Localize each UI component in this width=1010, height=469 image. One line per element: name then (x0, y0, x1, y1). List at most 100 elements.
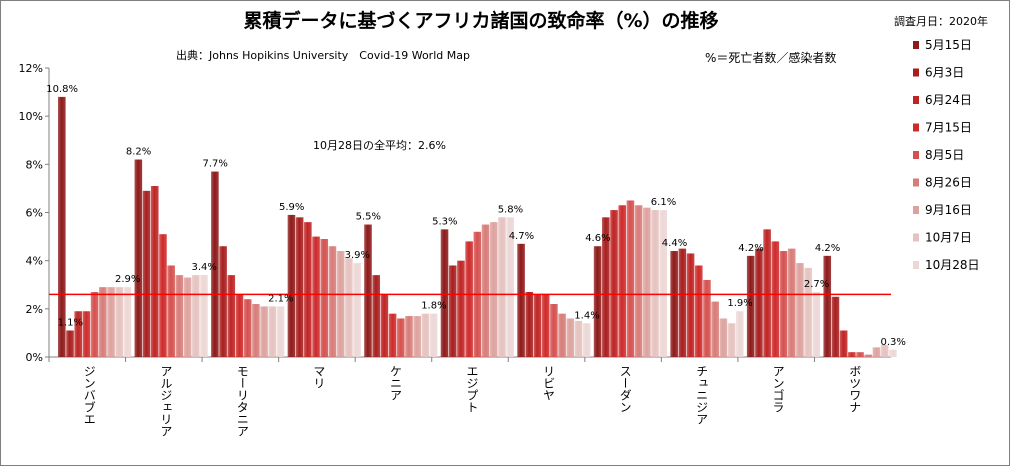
bar (364, 224, 372, 357)
bar (727, 323, 736, 357)
category-label: アンゴラ (771, 365, 785, 413)
data-label: 1.1% (58, 318, 83, 329)
y-tick-label: 6% (26, 207, 43, 220)
category-label: リビヤ (542, 365, 556, 401)
bar (123, 287, 132, 357)
category-label: チュニジア (695, 365, 709, 425)
bar (142, 190, 151, 357)
legend-label: 6月24日 (925, 93, 972, 107)
data-label: 5.8% (498, 204, 523, 215)
bar (328, 246, 337, 357)
data-label: 6.1% (651, 197, 676, 208)
bar (541, 294, 550, 357)
bar (796, 263, 804, 357)
bar (525, 291, 534, 357)
category-label: スーダン (618, 365, 632, 413)
category-label: エジプト (465, 365, 479, 413)
bar (448, 265, 457, 357)
bar (191, 275, 200, 357)
bar (574, 320, 583, 358)
data-label: 2.9% (115, 274, 140, 285)
legend-swatch (913, 233, 919, 242)
bar (711, 301, 719, 357)
legend-label: 8月26日 (925, 176, 972, 190)
y-tick-label: 12% (19, 62, 43, 75)
category-label-text: エジプト (465, 365, 479, 413)
bar (812, 291, 821, 357)
bar (558, 313, 566, 357)
bar (848, 352, 856, 357)
bar (304, 222, 312, 357)
data-label: 3.9% (345, 250, 370, 261)
bar (287, 214, 296, 357)
bar (872, 347, 881, 357)
legend-label: 10月7日 (925, 231, 972, 245)
bar (602, 217, 610, 357)
bar (880, 344, 889, 357)
bar (787, 248, 796, 358)
survey-date-label: 調査月日：2020年 (894, 14, 988, 28)
category-label: ジンバブエ (82, 365, 96, 425)
bar (694, 265, 703, 357)
bar (440, 229, 449, 357)
bar (856, 352, 864, 357)
bar (66, 330, 74, 357)
data-label: 2.7% (804, 279, 829, 290)
bar (167, 265, 175, 357)
bar (610, 210, 618, 357)
bar (74, 311, 82, 357)
data-label: 4.4% (662, 238, 687, 249)
legend-label: 8月5日 (925, 148, 964, 162)
bar (746, 255, 755, 357)
bar (457, 260, 465, 357)
bar (678, 248, 687, 358)
bar (200, 275, 208, 357)
bar (626, 200, 635, 357)
bar (670, 251, 678, 357)
bar (465, 241, 473, 357)
legend-swatch (913, 96, 919, 104)
bar (779, 251, 788, 357)
bar (150, 186, 159, 357)
bar (276, 306, 285, 357)
bar (211, 171, 219, 357)
legend-swatch (913, 178, 919, 187)
data-label: 4.7% (509, 231, 534, 242)
bar (372, 275, 380, 357)
bar (405, 316, 413, 357)
y-tick-label: 4% (26, 255, 43, 268)
legend-swatch (913, 261, 919, 269)
bar (58, 96, 66, 358)
category-label: マリ (312, 365, 326, 389)
definition-note: %＝死亡者数／感染者数 (705, 50, 836, 65)
legend-swatch (913, 68, 919, 77)
bar (388, 313, 397, 357)
category-label: ボツワナ (848, 365, 862, 413)
data-label: 5.9% (279, 202, 304, 213)
bar (336, 251, 345, 357)
bar (823, 255, 832, 357)
category-label-text: リビヤ (542, 365, 556, 401)
bar (413, 316, 421, 357)
bar (380, 294, 389, 357)
data-label: 4.2% (815, 243, 840, 254)
category-label-text: ジンバブエ (82, 365, 96, 425)
bar (618, 205, 627, 357)
data-label: 2.1% (268, 293, 293, 304)
bar (763, 229, 771, 357)
bar (517, 243, 525, 357)
bar (243, 299, 252, 357)
bar (345, 258, 353, 357)
data-label: 8.2% (126, 147, 151, 158)
category-label-text: スーダン (618, 365, 632, 413)
bar (320, 238, 329, 357)
bar (260, 306, 268, 357)
chart-subtitle: 出典：Johns Hopikins University Covid-19 Wo… (176, 48, 470, 62)
data-label: 4.2% (738, 243, 763, 254)
bar (735, 311, 744, 357)
bar (227, 275, 236, 357)
category-label: モーリタニア (235, 365, 249, 437)
bar (115, 287, 123, 357)
